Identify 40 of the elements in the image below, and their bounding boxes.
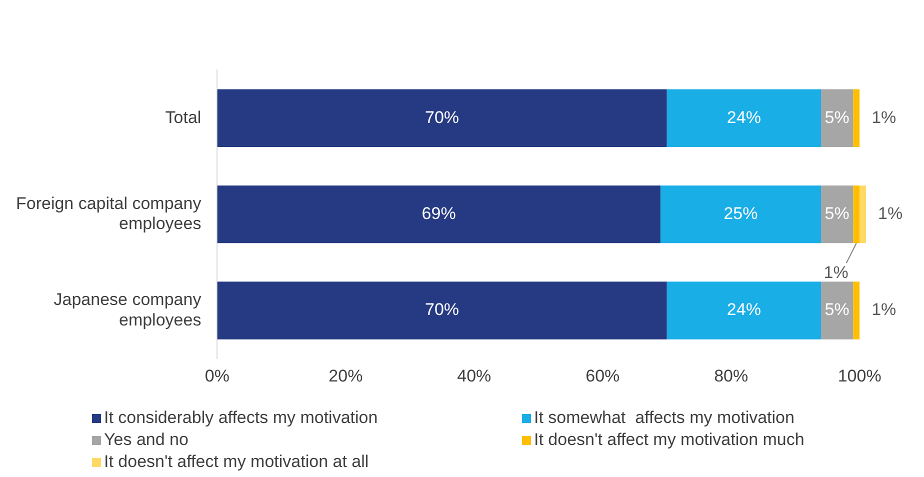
x-tick-label: 80%	[714, 366, 748, 386]
bar	[217, 185, 660, 244]
y-tick-label: Foreign capital company employees	[16, 194, 202, 234]
bar	[821, 185, 854, 244]
x-tick-label: 100%	[838, 366, 882, 386]
data-label: 70%	[425, 108, 460, 127]
x-tick-label: 0%	[204, 366, 230, 386]
bar	[821, 89, 854, 147]
bar	[660, 185, 822, 244]
bar	[860, 185, 866, 244]
x-tick-label: 20%	[328, 366, 363, 386]
bar	[821, 282, 854, 340]
data-label: 24%	[726, 300, 761, 320]
legend-label: It considerably affects my motivation	[103, 408, 379, 428]
data-label: 5%	[824, 108, 850, 127]
y-tick-label: Japanese company employees	[54, 290, 202, 330]
bar	[217, 282, 667, 340]
legend-label: It doesn't affect my motivation at all	[103, 452, 370, 472]
bar	[853, 282, 860, 340]
x-tick-label: 40%	[457, 366, 492, 386]
y-tick-label: Total	[165, 108, 202, 127]
x-tick-label: 60%	[586, 366, 620, 386]
data-label: 1%	[878, 204, 903, 223]
data-label: 5%	[824, 204, 850, 223]
data-label: 25%	[724, 204, 758, 223]
data-label: 69%	[422, 204, 456, 223]
data-label: 1%	[872, 108, 896, 127]
bar	[217, 89, 667, 147]
data-label: 1%	[824, 262, 848, 282]
legend-label: It somewhat affects my motivation	[533, 408, 796, 428]
bar	[666, 89, 822, 147]
data-label: 1%	[872, 300, 896, 320]
data-label: 70%	[425, 300, 460, 320]
bar	[666, 282, 822, 340]
data-label: 5%	[824, 300, 850, 320]
data-label: 24%	[726, 108, 761, 127]
legend-label: It doesn't affect my motivation much	[533, 430, 806, 450]
bar	[853, 89, 860, 147]
legend-label: Yes and no	[103, 430, 190, 450]
bar	[853, 185, 860, 244]
